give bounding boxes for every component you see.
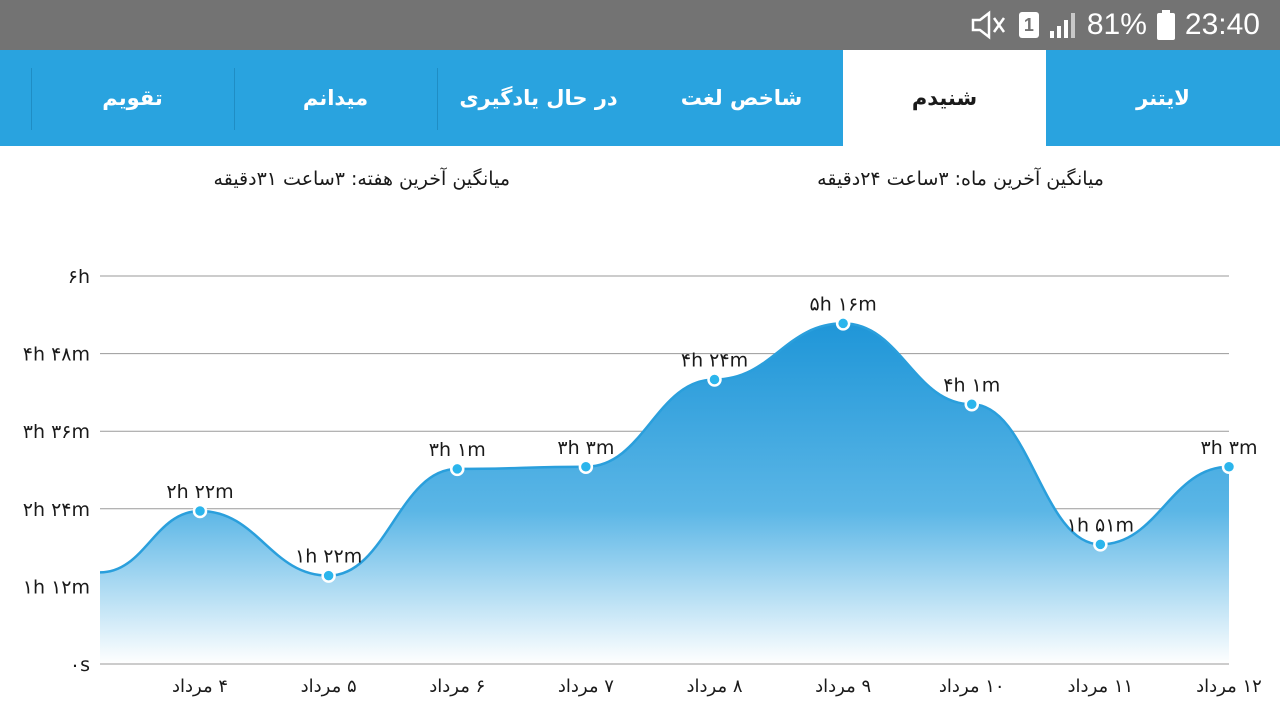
data-value-label: ۳h ۳m [557, 437, 614, 459]
tab-leitner[interactable]: لایتنر [1046, 50, 1280, 146]
data-point-marker[interactable] [192, 503, 208, 519]
tab-label: میدانم [302, 86, 369, 110]
tab-label: در حال یادگیری [459, 86, 618, 110]
weekly-average: میانگین آخرین هفته: ۳ساعت ۳۱دقیقه [213, 168, 510, 190]
clock: 23:40 [1184, 8, 1260, 41]
data-point-marker[interactable] [321, 568, 336, 583]
tab-divider [437, 68, 438, 130]
battery-icon [1156, 10, 1175, 40]
chart-area-fill [100, 323, 1229, 664]
data-value-label: ۱h ۵۱m [1067, 514, 1134, 536]
data-value-label: ۵h ۱۶m [810, 293, 877, 315]
data-point-marker[interactable] [964, 397, 979, 412]
status-bar: 1 81% 23:40 [0, 0, 1280, 50]
monthly-average: میانگین آخرین ماه: ۳ساعت ۲۴دقیقه [817, 168, 1104, 190]
mute-icon [969, 10, 1009, 40]
tab-divider [234, 68, 235, 130]
sim-icon: 1 [1018, 12, 1039, 38]
y-tick-label: ۴h ۴۸m [23, 344, 90, 366]
data-value-label: ۴h ۲۴m [681, 349, 748, 371]
x-tick-label: ۴ مرداد [172, 676, 228, 697]
tab-label: شنیدم [911, 86, 978, 110]
tab-word-index[interactable]: شاخص لغت [640, 50, 843, 146]
data-value-label: ۳h ۳m [1201, 437, 1258, 459]
x-tick-label: ۱۱ مرداد [1068, 676, 1134, 697]
y-tick-label: ۶h [68, 266, 90, 288]
x-tick-label: ۱۰ مرداد [939, 676, 1005, 697]
tab-divider [31, 68, 32, 130]
listening-time-chart: ۰s ۱h ۱۲m ۲h ۲۴m ۳h ۳۶m ۴h ۴۸m ۶h ۲h ۲۲m ۴ مردا… [23, 266, 1262, 697]
y-tick-label: ۱h ۱۲m [23, 576, 90, 598]
data-point-marker[interactable] [707, 372, 722, 387]
data-point-marker[interactable] [1221, 459, 1237, 475]
status-icons: 1 81% 23:40 [969, 0, 1260, 50]
data-point-marker[interactable] [578, 459, 594, 475]
data-point-marker[interactable] [835, 316, 851, 331]
data-value-label: ۳h ۱m [429, 439, 486, 461]
signal-icon [1049, 11, 1077, 39]
data-value-label: ۱h ۲۲m [295, 546, 362, 568]
x-tick-label: ۸ مرداد [687, 676, 743, 697]
tab-label: شاخص لغت [680, 86, 803, 110]
data-point-marker[interactable] [1093, 537, 1108, 552]
x-tick-label: ۶ مرداد [429, 676, 485, 697]
x-tick-label: ۱۲ مرداد [1196, 676, 1262, 697]
tab-heard[interactable]: شنیدم [843, 50, 1046, 146]
x-tick-label: ۷ مرداد [558, 676, 614, 697]
battery-percent: 81% [1086, 8, 1147, 41]
tab-label: تقویم [102, 86, 163, 110]
data-value-label: ۴h ۱m [943, 374, 1000, 396]
y-tick-label: ۰s [70, 654, 90, 676]
y-tick-label: ۲h ۲۴m [23, 499, 90, 521]
averages-row: میانگین آخرین ماه: ۳ساعت ۲۴دقیقه میانگین… [0, 168, 1280, 202]
tab-label: لایتنر [1136, 86, 1190, 110]
x-tick-label: ۹ مرداد [815, 676, 871, 697]
tab-learning[interactable]: در حال یادگیری [437, 50, 640, 146]
data-point-marker[interactable] [450, 461, 465, 477]
tab-known[interactable]: میدانم [234, 50, 437, 146]
tab-bar: لایتنر شنیدم شاخص لغت در حال یادگیری مید… [0, 50, 1280, 146]
y-tick-label: ۳h ۳۶m [23, 421, 90, 443]
x-tick-label: ۵ مرداد [301, 676, 357, 697]
tab-calendar[interactable]: تقویم [31, 50, 234, 146]
chart-series-line [99, 322, 1230, 577]
data-value-label: ۲h ۲۲m [166, 481, 233, 503]
